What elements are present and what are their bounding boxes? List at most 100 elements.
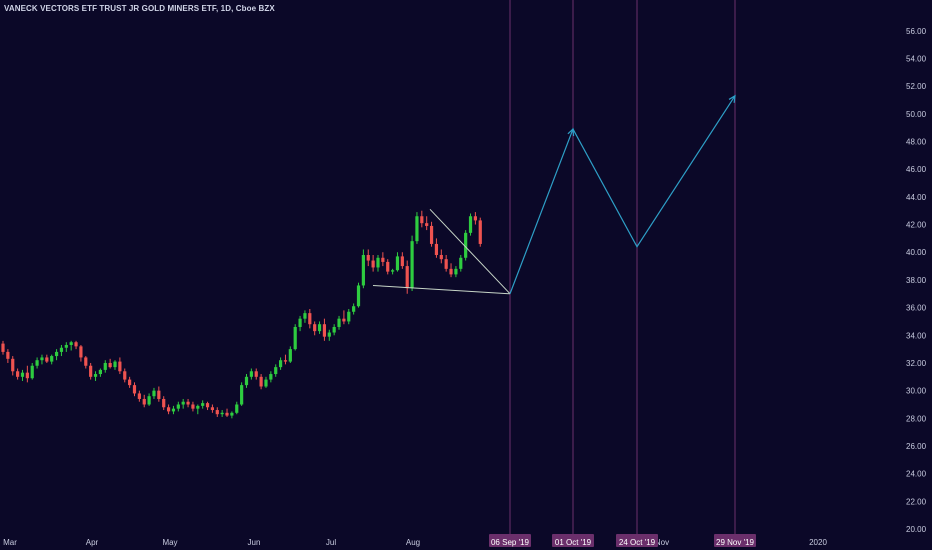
time-axis: Mar Apr May Jun Jul Aug Nov 2020 06 Sep '19 01 Oc… bbox=[3, 534, 827, 547]
candle bbox=[293, 324, 297, 351]
candle bbox=[166, 404, 171, 415]
candle bbox=[366, 249, 370, 267]
candle bbox=[152, 387, 156, 399]
y-tick-label: 56.00 bbox=[906, 27, 927, 36]
candle-body bbox=[142, 398, 146, 405]
candle-body bbox=[186, 401, 190, 405]
y-tick-label: 42.00 bbox=[906, 221, 927, 230]
date-label-box bbox=[552, 534, 594, 547]
candle-body bbox=[1, 343, 5, 352]
candle-body bbox=[137, 393, 141, 399]
candle-body bbox=[225, 412, 229, 416]
candle bbox=[313, 321, 317, 336]
candle bbox=[464, 230, 468, 261]
candle bbox=[400, 252, 404, 269]
x-tick-label: 2020 bbox=[809, 538, 827, 547]
candle-body bbox=[410, 241, 414, 289]
candle-body bbox=[342, 318, 346, 322]
candle bbox=[327, 329, 331, 341]
candle bbox=[381, 252, 385, 267]
candle bbox=[444, 255, 448, 272]
candle-body bbox=[128, 379, 132, 386]
candle bbox=[137, 390, 141, 402]
candle-body bbox=[176, 404, 180, 409]
candle-body bbox=[205, 403, 210, 408]
candle-body bbox=[235, 404, 239, 413]
projection-arrowhead bbox=[567, 127, 575, 137]
candle-body bbox=[215, 410, 219, 415]
candle bbox=[259, 374, 263, 390]
candle bbox=[123, 368, 127, 383]
candle bbox=[20, 369, 25, 381]
candle bbox=[6, 349, 10, 363]
candle-body bbox=[386, 261, 390, 272]
candle-body bbox=[171, 408, 176, 412]
candle-body bbox=[464, 232, 468, 258]
candle bbox=[201, 400, 205, 409]
candle-body bbox=[313, 324, 317, 332]
candle bbox=[79, 344, 83, 362]
candle bbox=[59, 344, 64, 357]
x-tick-label: Apr bbox=[86, 538, 99, 547]
candle bbox=[337, 315, 341, 330]
candle bbox=[142, 394, 146, 408]
candle-body bbox=[415, 216, 419, 242]
y-tick-label: 52.00 bbox=[906, 82, 927, 91]
candle-body bbox=[405, 266, 409, 289]
candle bbox=[69, 340, 73, 351]
candle-body bbox=[381, 257, 385, 262]
candle bbox=[103, 360, 107, 373]
y-tick-label: 44.00 bbox=[906, 193, 927, 202]
candle-body bbox=[400, 256, 404, 267]
candle-body bbox=[356, 285, 361, 307]
date-label: 29 Nov '19 bbox=[716, 538, 755, 547]
candle-body bbox=[420, 216, 424, 224]
candles bbox=[1, 210, 482, 419]
candle bbox=[283, 354, 288, 365]
candle-body bbox=[16, 371, 20, 377]
candle bbox=[361, 249, 365, 289]
date-label-box bbox=[489, 534, 531, 547]
candle bbox=[449, 263, 453, 278]
x-tick-label: Nov bbox=[655, 538, 669, 547]
y-tick-label: 38.00 bbox=[906, 276, 927, 285]
candle-body bbox=[317, 324, 322, 332]
candle-body bbox=[108, 362, 112, 368]
candle-body bbox=[371, 260, 375, 268]
candle bbox=[181, 398, 185, 409]
candle-body bbox=[210, 407, 215, 411]
candle bbox=[30, 362, 34, 380]
candle-body bbox=[278, 360, 283, 368]
candle-body bbox=[478, 220, 482, 244]
candle bbox=[352, 303, 356, 315]
candle bbox=[269, 371, 273, 383]
candle bbox=[322, 318, 327, 341]
candle bbox=[1, 340, 5, 355]
candle bbox=[45, 354, 49, 363]
candle-body bbox=[196, 405, 200, 409]
y-tick-label: 20.00 bbox=[906, 525, 927, 534]
candle bbox=[410, 235, 414, 291]
candle-body bbox=[473, 216, 477, 221]
candle-body bbox=[249, 371, 253, 377]
date-label: 06 Sep '19 bbox=[491, 538, 530, 547]
date-label-box bbox=[714, 534, 756, 547]
candle bbox=[317, 321, 322, 334]
candle-body bbox=[30, 365, 34, 379]
candle-body bbox=[376, 257, 380, 268]
candle-body bbox=[20, 372, 25, 377]
date-markers bbox=[509, 0, 736, 534]
x-tick-label: Jul bbox=[326, 538, 336, 547]
candle-body bbox=[25, 372, 29, 379]
candle bbox=[391, 268, 395, 275]
candle bbox=[108, 358, 112, 369]
candle-body bbox=[269, 374, 273, 380]
candle bbox=[308, 308, 312, 329]
candle bbox=[376, 255, 380, 272]
candle bbox=[40, 354, 44, 365]
candle-body bbox=[395, 256, 400, 271]
candle-body bbox=[132, 385, 137, 394]
candle bbox=[11, 356, 15, 376]
candle bbox=[356, 282, 361, 308]
